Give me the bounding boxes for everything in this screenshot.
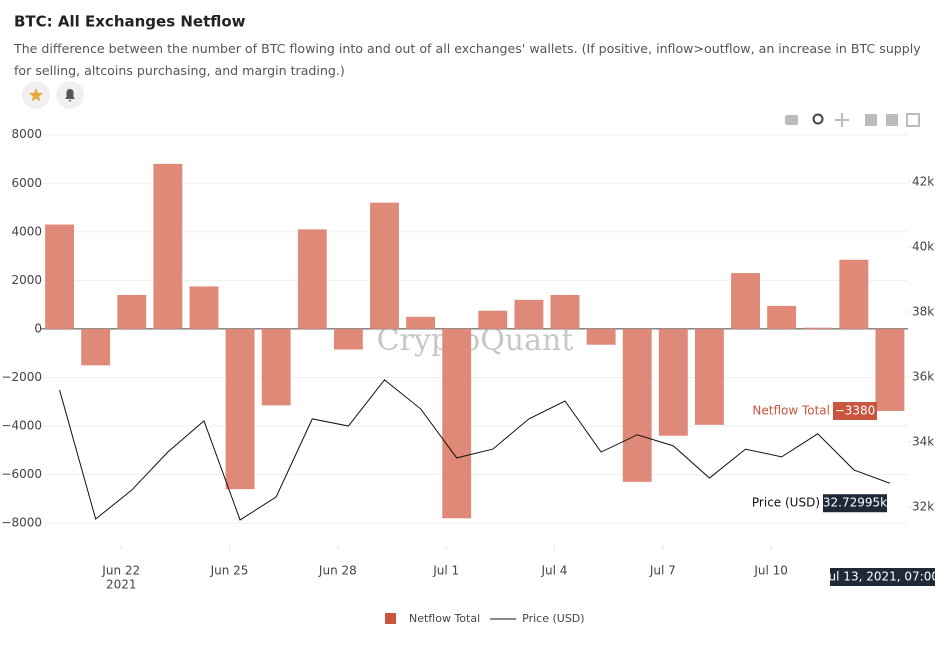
bar xyxy=(694,328,724,425)
zoom-icon[interactable] xyxy=(812,113,824,125)
x-year-label: 2021 xyxy=(106,578,137,592)
chart-title: BTC: All Exchanges Netflow xyxy=(14,13,246,31)
y-tick-label: −4000 xyxy=(1,419,42,433)
y2-tick-label: 32k xyxy=(912,499,934,513)
bar xyxy=(442,328,472,519)
toolbar xyxy=(785,113,920,127)
x-tick-label: Jun 28 xyxy=(318,564,357,578)
data-label: 32.72995k xyxy=(823,496,887,510)
bar xyxy=(81,328,111,366)
y-tick-label: −8000 xyxy=(1,516,42,530)
zoom-in-icon[interactable] xyxy=(865,114,877,126)
hover-name: Price (USD) xyxy=(752,496,820,510)
star-icon xyxy=(29,88,43,102)
bar xyxy=(225,328,255,490)
x-tick-label: Jul 7 xyxy=(649,564,676,578)
x-tick-label: Jun 25 xyxy=(210,564,249,578)
bar xyxy=(478,310,508,329)
y2-tick-label: 40k xyxy=(912,239,934,253)
x-tick-label: Jul 1 xyxy=(432,564,459,578)
watermark: CryptoQuant xyxy=(377,323,574,358)
y-tick-label: 2000 xyxy=(11,273,42,287)
y2-tick-label: 36k xyxy=(912,369,934,383)
hover-name: Netflow Total xyxy=(752,403,830,417)
legend-label: Netflow Total xyxy=(409,612,480,625)
subtitle: The difference between the number of BTC… xyxy=(14,41,921,78)
y-tick-label: 0 xyxy=(34,321,42,335)
hover-box xyxy=(823,494,887,513)
bar xyxy=(658,328,688,436)
bar xyxy=(261,328,291,406)
bar xyxy=(297,229,327,329)
y2-tick-label: 42k xyxy=(912,174,934,188)
hover-x-box xyxy=(830,568,935,586)
bar xyxy=(189,286,219,329)
hover-x-label: Jul 13, 2021, 07:00 xyxy=(824,570,939,584)
bar xyxy=(839,259,869,329)
bar xyxy=(153,163,183,329)
x-tick-label: Jul 4 xyxy=(541,564,568,578)
bar xyxy=(45,224,74,329)
legend-swatch xyxy=(385,613,396,624)
bar xyxy=(767,305,797,329)
x-tick-label: Jul 10 xyxy=(753,564,788,578)
bar xyxy=(803,327,833,329)
legend-label: Price (USD) xyxy=(522,612,584,625)
pan-icon[interactable] xyxy=(835,113,849,127)
reset-icon[interactable] xyxy=(906,113,920,127)
bar xyxy=(370,202,399,329)
price-line xyxy=(59,379,891,521)
bar xyxy=(586,328,616,345)
bar xyxy=(514,299,544,329)
y-tick-label: 4000 xyxy=(11,224,42,238)
bell-icon xyxy=(65,89,75,102)
bar xyxy=(622,328,652,482)
subtitle-box: The difference between the number of BTC… xyxy=(14,41,921,78)
x-tick-label: Jun 22 xyxy=(101,564,140,578)
bar xyxy=(406,316,436,329)
y-tick-label: 8000 xyxy=(11,127,42,141)
camera-icon[interactable] xyxy=(785,115,798,125)
bar xyxy=(731,273,760,329)
bar xyxy=(875,328,905,411)
y-tick-label: −2000 xyxy=(1,370,42,384)
zoom-out-icon[interactable] xyxy=(886,114,898,126)
bar xyxy=(550,294,580,329)
y-tick-label: 6000 xyxy=(11,176,42,190)
data-label: −3380 xyxy=(835,403,876,417)
hover-box xyxy=(833,401,877,420)
bar xyxy=(117,294,147,329)
y-tick-label: −6000 xyxy=(1,467,42,481)
bar xyxy=(333,328,363,350)
y2-tick-label: 34k xyxy=(912,434,934,448)
y2-tick-label: 38k xyxy=(912,304,934,318)
